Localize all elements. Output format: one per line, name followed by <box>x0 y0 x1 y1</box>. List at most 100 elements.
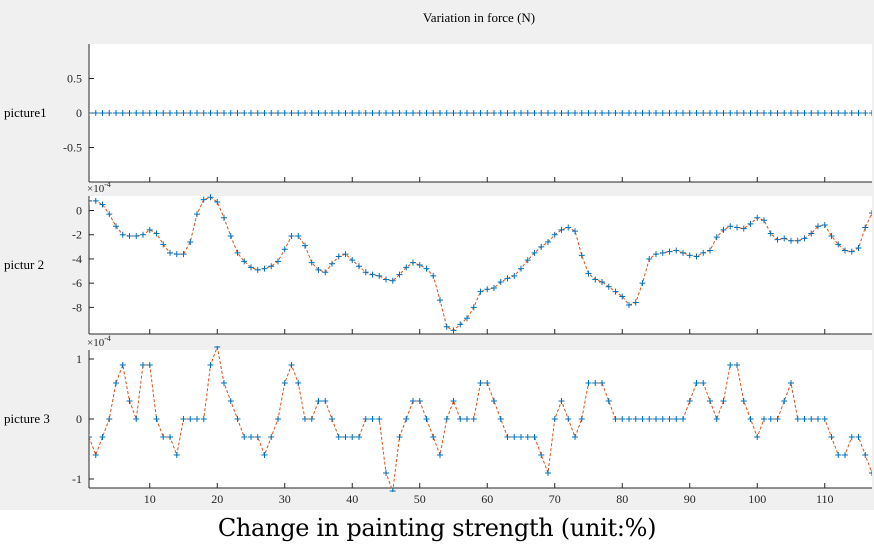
data-point <box>700 110 707 116</box>
data-point <box>848 434 855 440</box>
data-point <box>626 416 632 422</box>
data-point <box>801 416 808 422</box>
data-point <box>572 434 578 440</box>
data-point <box>835 241 842 248</box>
data-point <box>146 226 153 233</box>
data-point <box>133 416 140 422</box>
data-point <box>700 249 707 256</box>
data-point <box>464 416 470 422</box>
data-point <box>119 231 126 238</box>
data-point <box>842 247 848 254</box>
data-point <box>89 197 92 204</box>
data-point <box>308 110 315 116</box>
y-tick-label: -0.5 <box>63 141 82 155</box>
data-point <box>207 194 214 201</box>
x-tick-label: 60 <box>481 492 493 506</box>
data-point <box>187 239 194 245</box>
data-point <box>180 416 187 422</box>
data-point <box>376 110 383 116</box>
data-point <box>389 277 396 284</box>
data-point <box>133 232 140 239</box>
data-point <box>761 217 767 224</box>
data-point <box>794 416 801 422</box>
data-point <box>443 110 450 116</box>
data-point <box>767 110 774 116</box>
data-point <box>477 110 484 116</box>
data-point <box>585 110 592 116</box>
data-point <box>855 434 862 440</box>
data-point <box>248 264 254 271</box>
data-point <box>511 434 518 440</box>
data-point <box>126 232 133 239</box>
data-point <box>794 237 801 244</box>
data-point <box>538 452 545 458</box>
data-point <box>268 110 275 116</box>
data-point <box>551 231 558 238</box>
data-point <box>653 110 659 116</box>
data-point <box>693 110 700 116</box>
data-point <box>558 398 565 404</box>
data-point <box>119 110 126 116</box>
data-point <box>774 236 781 243</box>
data-point <box>457 321 464 328</box>
data-point <box>720 398 727 404</box>
data-point <box>821 222 828 229</box>
data-point <box>227 110 234 116</box>
data-point <box>781 110 788 116</box>
data-point <box>578 252 585 259</box>
data-point <box>396 110 403 116</box>
data-point <box>254 110 261 116</box>
data-point <box>268 263 275 270</box>
data-point <box>308 259 315 266</box>
data-point <box>457 110 464 116</box>
data-point <box>774 416 781 422</box>
data-point <box>794 110 801 116</box>
data-point <box>572 228 578 235</box>
data-point <box>470 416 477 422</box>
data-point <box>754 110 761 116</box>
data-point <box>632 110 639 116</box>
data-point <box>612 288 619 295</box>
data-point <box>599 278 605 285</box>
data-point <box>828 434 835 440</box>
data-point <box>254 434 261 440</box>
data-point <box>686 398 693 404</box>
data-point <box>167 249 173 256</box>
data-point <box>551 416 558 422</box>
data-point <box>349 257 356 264</box>
data-point <box>565 416 572 422</box>
data-point <box>869 110 872 116</box>
data-point <box>572 110 578 116</box>
x-tick-label: 90 <box>684 492 696 506</box>
data-point <box>356 110 362 116</box>
data-point <box>484 286 491 293</box>
data-point <box>619 110 626 116</box>
data-point <box>734 362 740 368</box>
data-point <box>673 110 680 116</box>
data-point <box>295 380 302 386</box>
data-point <box>464 110 470 116</box>
data-point <box>680 416 686 422</box>
data-point <box>747 110 754 116</box>
data-point <box>767 230 774 237</box>
data-point <box>383 470 389 476</box>
data-point <box>200 196 207 203</box>
data-point <box>234 249 241 256</box>
data-point <box>254 266 261 273</box>
data-point <box>133 110 140 116</box>
data-point <box>369 416 376 422</box>
data-point <box>477 288 484 295</box>
data-point <box>558 110 565 116</box>
x-tick-label: 40 <box>346 492 358 506</box>
data-point <box>349 434 356 440</box>
data-point <box>646 110 653 116</box>
data-point <box>288 232 295 239</box>
data-point <box>295 232 302 239</box>
data-point <box>605 110 612 116</box>
data-point <box>720 110 727 116</box>
data-point <box>315 110 322 116</box>
data-point <box>626 110 632 116</box>
data-point <box>504 110 511 116</box>
data-point <box>747 220 754 227</box>
